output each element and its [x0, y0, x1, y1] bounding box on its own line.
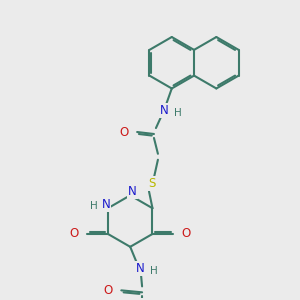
Text: H: H — [90, 201, 98, 211]
Text: O: O — [120, 125, 129, 139]
Text: H: H — [174, 108, 182, 118]
Text: O: O — [104, 284, 113, 297]
Text: O: O — [182, 227, 191, 240]
Text: N: N — [160, 104, 168, 117]
Text: H: H — [150, 266, 158, 276]
Text: N: N — [102, 198, 110, 211]
Text: N: N — [128, 185, 136, 198]
Text: O: O — [70, 227, 79, 240]
Text: S: S — [148, 177, 156, 190]
Text: N: N — [136, 262, 145, 275]
